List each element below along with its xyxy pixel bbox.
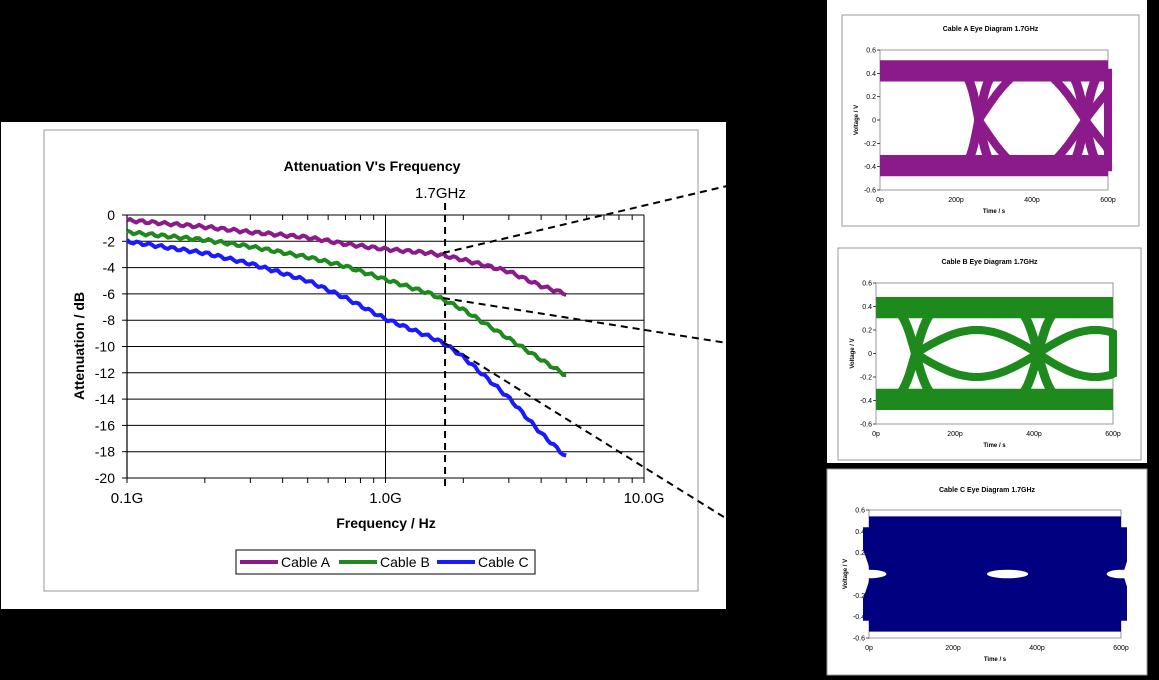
eye-x-axis-title: Time / s xyxy=(984,657,1007,663)
eye-lower-band xyxy=(880,155,1108,169)
y-tick-label: -16 xyxy=(95,417,115,433)
eye-y-axis-title: Voltage / V xyxy=(854,105,860,135)
eye-diagram-cable-b: Cable B Eye Diagram 1.7GHz 0.6 0.4 0.2 0 -0.2… xyxy=(827,238,1147,463)
eye-title: Cable C Eye Diagram 1.7GHz xyxy=(939,487,1036,494)
eye-opening xyxy=(987,569,1029,579)
eye-x-tick-label: 400p xyxy=(1029,645,1045,652)
main-axis-ticks: 0 -2 -4 -6 -8 -10 -12 -14 -16 -18 -20 0.1G 1.0G 10.0G xyxy=(95,203,665,507)
callout-line-c xyxy=(442,341,728,520)
marker-label: 1.7GHz xyxy=(415,185,466,202)
main-chart-frame xyxy=(43,129,699,592)
eye-upper-band xyxy=(880,67,1108,82)
series-line-cable-c xyxy=(125,238,567,458)
y-tick-label: -2 xyxy=(103,233,116,249)
series-line-cable-b xyxy=(126,228,567,378)
eye-x-tick-label: 200p xyxy=(947,431,963,438)
eye-y-axis-title: Voltage / V xyxy=(843,559,849,589)
y-tick-label: -20 xyxy=(95,470,115,486)
eye-x-tick-label: 0p xyxy=(865,645,873,652)
eye-inner-upper xyxy=(913,325,1041,357)
eye-y-tick-label: -0.6 xyxy=(860,422,872,429)
eye-x-tick-label: 400p xyxy=(1024,197,1040,204)
y-tick-label: -12 xyxy=(95,365,115,381)
series-line-cable-a xyxy=(126,217,567,297)
eye-y-tick-label: 0.4 xyxy=(862,304,872,311)
eye-y-tick-label: -0.2 xyxy=(860,375,872,382)
eye-x-tick-label: 0p xyxy=(872,431,880,438)
eye-x-tick-label: 600p xyxy=(1105,431,1121,438)
eye-y-tick-label: 0.2 xyxy=(855,550,865,557)
legend-label: Cable A xyxy=(281,554,331,570)
eye-y-tick-label: -0.2 xyxy=(853,593,865,600)
eye-opening xyxy=(851,569,887,579)
eye-inner-lower xyxy=(975,117,1089,176)
eye-inner-lower xyxy=(1035,350,1118,382)
eye-x-tick-label: 600p xyxy=(1113,645,1129,652)
y-tick-label: -10 xyxy=(95,339,115,355)
y-tick-label: -8 xyxy=(103,312,116,328)
eye-y-tick-label: 0.6 xyxy=(866,48,876,55)
eye-inner-lower xyxy=(913,350,1041,382)
eye-x-axis-title: Time / s xyxy=(983,209,1006,215)
eye-y-tick-label: -0.6 xyxy=(864,188,876,195)
eye-y-tick-label: -0.6 xyxy=(853,636,865,643)
legend-box xyxy=(235,549,536,575)
eye-opening xyxy=(1106,569,1136,579)
eye-inner-upper xyxy=(1035,325,1118,357)
y-axis-title: Attenuation / dB xyxy=(71,292,87,400)
eye-panel-frame xyxy=(826,468,1148,676)
eye-y-axis-title: Voltage / V xyxy=(850,338,856,368)
eye-title: Cable B Eye Diagram 1.7GHz xyxy=(941,259,1038,266)
main-series-group xyxy=(125,217,567,458)
eye-y-tick-label: 0.6 xyxy=(855,508,865,515)
callout-lines xyxy=(442,185,728,520)
eye-y-tick-label: -0.4 xyxy=(853,614,865,621)
eye-y-tick-label: 0.4 xyxy=(855,529,865,536)
eye-lower-band xyxy=(876,388,1113,403)
eye-upper-band xyxy=(876,304,1113,319)
eye-diagram-cable-a: Cable A Eye Diagram 1.7GHz 0.6 0.4 0.2 0 -0.2… xyxy=(827,0,1147,238)
eye-inner-lower xyxy=(1081,117,1113,172)
x-axis-title: Frequency / Hz xyxy=(336,515,436,531)
x-tick-label: 10.0G xyxy=(624,490,665,507)
eye-x-tick-label: 400p xyxy=(1026,431,1042,438)
eye-y-tick-label: -0.4 xyxy=(864,164,876,171)
legend-label: Cable B xyxy=(380,554,430,570)
y-tick-label: 0 xyxy=(107,207,115,223)
eye-x-axis-title: Time / s xyxy=(983,443,1006,449)
eye-y-tick-label: 0.2 xyxy=(866,94,876,101)
eye-y-tick-label: 0.2 xyxy=(862,328,872,335)
chart-legend: Cable A Cable B Cable C xyxy=(235,549,536,575)
eye-title: Cable A Eye Diagram 1.7GHz xyxy=(943,26,1039,33)
eye-x-tick-label: 200p xyxy=(948,197,964,204)
eye-panel-frame xyxy=(837,247,1142,461)
eye-inner-upper xyxy=(1081,68,1113,123)
eye-x-tick-label: 200p xyxy=(945,645,961,652)
eye-diagram-cable-c: Cable C Eye Diagram 1.7GHz0.60.40.20-0.2… xyxy=(826,468,1148,676)
eye-y-tick-label: 0.6 xyxy=(862,281,872,288)
y-tick-label: -4 xyxy=(103,260,116,276)
eye-x-tick-label: 0p xyxy=(876,197,884,204)
main-chart-title: Attenuation V's Frequency xyxy=(284,158,461,174)
y-tick-label: -18 xyxy=(95,444,115,460)
callout-line-a xyxy=(442,185,728,254)
eye-x-tick-label: 600p xyxy=(1100,197,1116,204)
eye-panel-background xyxy=(827,238,1147,463)
y-tick-label: -6 xyxy=(103,286,116,302)
main-gridlines xyxy=(126,214,645,479)
x-tick-label: 0.1G xyxy=(111,490,144,507)
eye-panel-frame xyxy=(841,14,1140,227)
eye-y-tick-label: 0 xyxy=(868,351,872,358)
eye-y-tick-label: -0.4 xyxy=(860,398,872,405)
y-tick-label: -14 xyxy=(95,391,115,407)
eye-y-tick-label: 0.4 xyxy=(866,71,876,78)
legend-label: Cable C xyxy=(478,554,529,570)
eye-y-tick-label: 0 xyxy=(872,118,876,125)
x-tick-label: 1.0G xyxy=(369,490,402,507)
eye-y-tick-label: -0.2 xyxy=(864,141,876,148)
